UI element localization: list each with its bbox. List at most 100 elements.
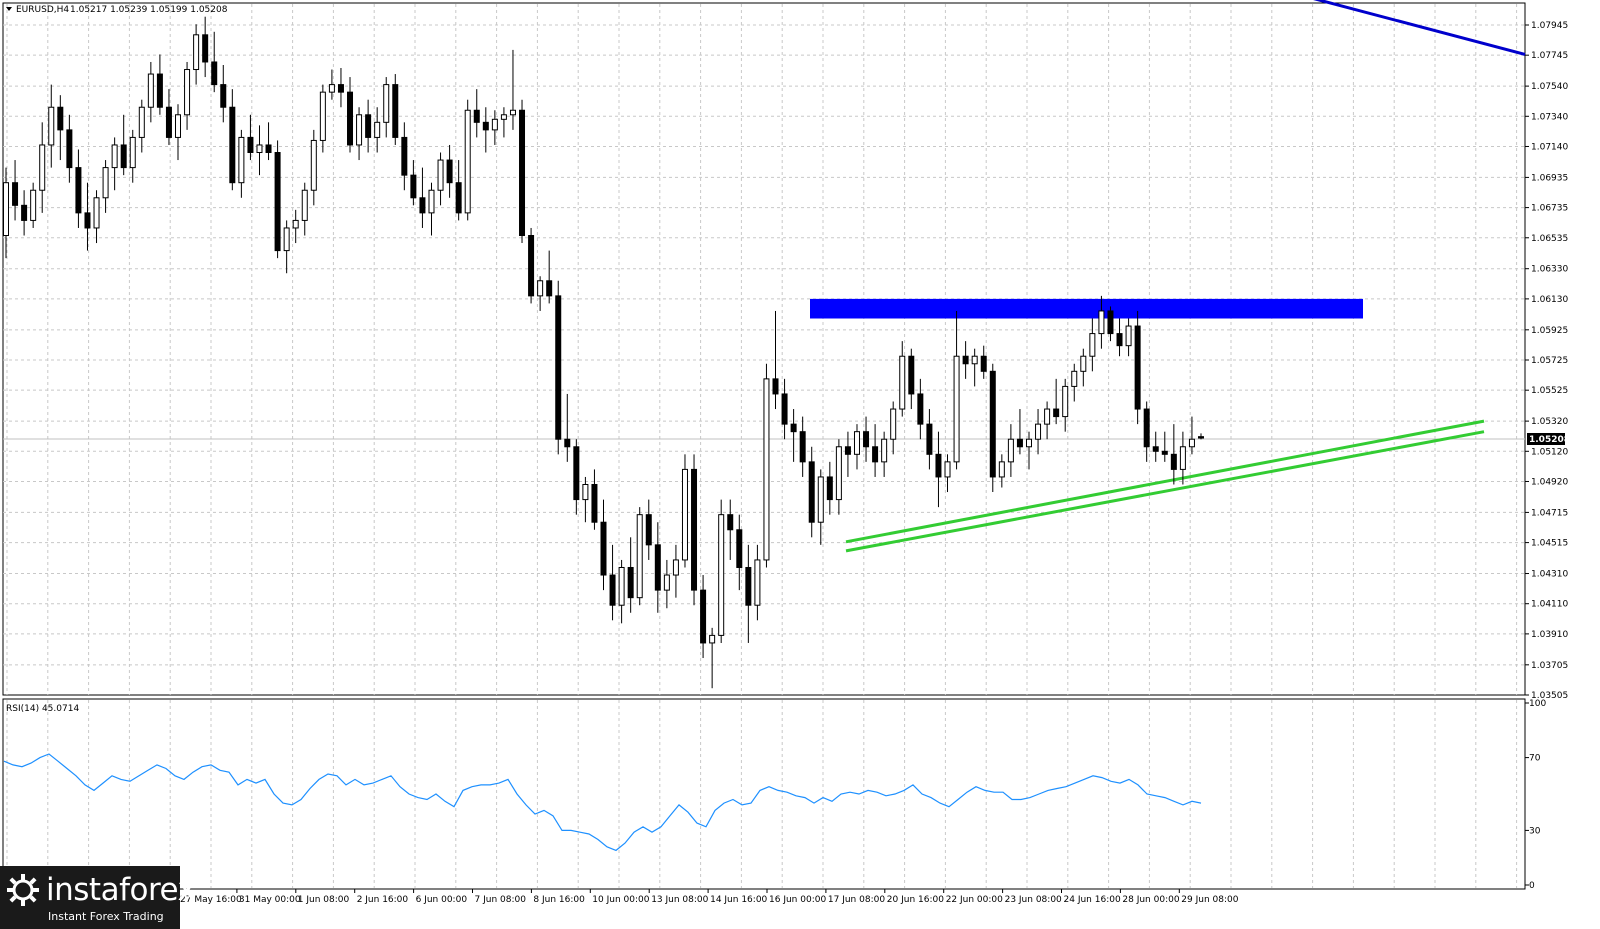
candlestick-series <box>3 16 1204 689</box>
candle-body <box>1152 446 1159 452</box>
main-panel-frame <box>2 2 1526 696</box>
candle-body <box>989 370 996 478</box>
candle-body <box>1134 325 1141 410</box>
header-instrument: EURUSD,H4 <box>16 5 69 15</box>
candle <box>1089 318 1096 372</box>
support-channel-lower <box>845 430 1485 553</box>
price-tick-label: 1.05120 <box>1531 447 1568 457</box>
time-tick-label: 24 Jun 16:00 <box>1064 895 1121 905</box>
candle-body <box>908 355 915 395</box>
candle-body <box>84 212 91 229</box>
logo-brand: instaforex <box>46 872 196 908</box>
candle-body <box>500 114 507 120</box>
candle <box>944 454 951 493</box>
price-tick-label: 1.04715 <box>1531 508 1568 518</box>
candle-body <box>428 189 435 214</box>
candle <box>211 31 218 93</box>
candle-body <box>654 544 661 591</box>
candle <box>890 401 897 455</box>
candle-body <box>672 559 679 576</box>
candle-body <box>220 84 227 108</box>
candle <box>853 424 860 470</box>
candle <box>265 122 272 161</box>
candle-body <box>401 136 408 176</box>
candle-body <box>57 106 64 131</box>
candle-body <box>1053 408 1060 418</box>
candle-body <box>1098 310 1105 335</box>
candle-body <box>491 118 498 131</box>
candle <box>1025 431 1032 470</box>
candle-body <box>790 423 797 433</box>
candle <box>3 167 9 259</box>
candle <box>573 439 580 515</box>
time-tick-label: 8 Jun 16:00 <box>533 895 585 905</box>
time-tick-label: 7 Jun 08:00 <box>475 895 527 905</box>
candle-body <box>971 355 978 365</box>
time-tick-label: 29 Jun 08:00 <box>1181 895 1238 905</box>
candle-body <box>283 227 290 252</box>
candle-body <box>890 408 897 440</box>
price-tick-label: 1.06935 <box>1531 173 1568 183</box>
candle-body <box>663 574 670 591</box>
price-tick-label: 1.07140 <box>1531 142 1568 152</box>
candle-body <box>446 159 453 184</box>
time-tick-label: 16 Jun 00:00 <box>769 895 826 905</box>
price-tick-label: 1.04515 <box>1531 539 1568 549</box>
header-ohlc: 1.05217 1.05239 1.05199 1.05208 <box>70 5 228 15</box>
header-arrow-icon <box>6 7 12 11</box>
candle-body <box>881 438 888 463</box>
candle <box>1035 409 1042 455</box>
candle <box>102 160 109 213</box>
candle-body <box>292 219 299 229</box>
candle <box>292 209 299 244</box>
candle-body <box>75 167 82 214</box>
candle-body <box>718 514 725 636</box>
candle-body <box>564 438 571 448</box>
candle-body <box>383 84 390 123</box>
candle <box>337 68 344 108</box>
candle <box>709 627 716 689</box>
time-tick-label: 22 Jun 00:00 <box>946 895 1003 905</box>
candle-body <box>347 91 354 146</box>
candle-body <box>1089 333 1096 357</box>
candle <box>1188 416 1195 455</box>
candle <box>446 144 453 198</box>
candle-body <box>573 446 580 501</box>
candle <box>1044 401 1051 440</box>
candle-body <box>455 182 462 214</box>
candle <box>935 431 942 508</box>
time-tick-label: 20 Jun 16:00 <box>887 895 944 905</box>
rsi-series <box>3 753 1202 852</box>
candle <box>1152 431 1159 462</box>
candle-body <box>419 197 426 214</box>
candle <box>645 499 652 560</box>
candle <box>546 250 553 304</box>
candle <box>609 544 616 621</box>
candle <box>374 107 381 153</box>
candle-body <box>175 114 182 138</box>
candle <box>383 77 390 138</box>
price-tick-label: 1.04110 <box>1531 600 1568 610</box>
instaforex-logo: instaforex Instant Forex Trading <box>0 866 196 929</box>
candle <box>66 114 73 183</box>
time-tick-label: 1 Jun 08:00 <box>298 895 350 905</box>
candle <box>464 99 471 221</box>
candle <box>754 544 761 621</box>
candle-body <box>1179 446 1186 470</box>
candle <box>971 348 978 387</box>
candle-body <box>111 144 118 169</box>
candle <box>1053 378 1060 425</box>
candle-body <box>337 84 344 93</box>
candle <box>681 454 688 568</box>
candle-body <box>274 152 281 252</box>
rsi-panel-frame <box>2 698 1526 890</box>
candle-body <box>193 34 200 71</box>
candle <box>347 77 354 153</box>
candle-body <box>736 529 743 568</box>
candle <box>75 149 82 228</box>
candle-body <box>211 61 218 86</box>
candle-body <box>66 129 73 169</box>
candle-body <box>917 393 924 425</box>
candle-body <box>591 483 598 523</box>
